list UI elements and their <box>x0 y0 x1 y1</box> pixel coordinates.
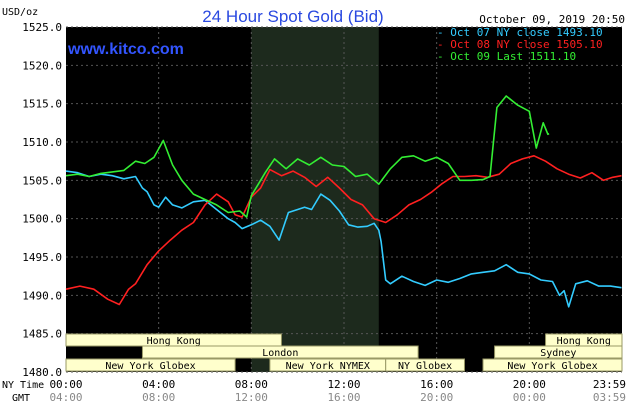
y-tick-label: 1525.0 <box>22 21 62 34</box>
x-tick-label-gmt: 03:59 <box>593 391 626 404</box>
session-label: NY Globex <box>398 361 452 372</box>
x-tick-label-gmt: 08:00 <box>142 391 175 404</box>
nymex-highlight-window <box>251 27 379 372</box>
chart-title: 24 Hour Spot Gold (Bid) <box>202 7 383 26</box>
session-label: London <box>262 348 298 359</box>
y-tick-label: 1515.0 <box>22 98 62 111</box>
legend-entry-3: - Oct 09 Last 1511.10 <box>437 50 576 63</box>
gmt-label: GMT <box>12 393 30 404</box>
y-tick-label: 1500.0 <box>22 213 62 226</box>
chart-datetime: October 09, 2019 20:50 <box>479 13 625 26</box>
x-tick-label-ny: 16:00 <box>420 378 453 391</box>
legend-entry-2: - Oct 08 NY close 1505.10 <box>437 38 603 51</box>
x-tick-label-gmt: 16:00 <box>327 391 360 404</box>
session-bar <box>494 345 623 359</box>
x-tick-label-gmt: 04:00 <box>49 391 82 404</box>
session-bar <box>141 345 419 359</box>
y-tick-label: 1485.0 <box>22 328 62 341</box>
x-tick-label-ny: 00:00 <box>49 378 82 391</box>
x-tick-label-gmt: 12:00 <box>235 391 268 404</box>
x-tick-label-gmt: 20:00 <box>420 391 453 404</box>
y-tick-label: 1480.0 <box>22 366 62 379</box>
ny-time-label: NY Time <box>2 380 44 391</box>
series-line-1 <box>65 170 622 308</box>
y-tick-label: 1520.0 <box>22 59 62 72</box>
x-tick-label-gmt: 00:00 <box>513 391 546 404</box>
watermark-kitco: www.kitco.com <box>67 41 184 58</box>
y-tick-label: 1510.0 <box>22 136 62 149</box>
x-tick-label-ny: 23:59 <box>593 378 626 391</box>
session-label: Hong Kong <box>147 336 201 347</box>
x-tick-label-ny: 04:00 <box>142 378 175 391</box>
session-label: Sydney <box>540 348 576 359</box>
x-tick-label-ny: 12:00 <box>327 378 360 391</box>
session-label: New York Globex <box>507 361 597 372</box>
session-bar <box>65 358 236 372</box>
session-bar <box>482 358 623 372</box>
x-tick-label-ny: 08:00 <box>235 378 268 391</box>
y-tick-label: 1490.0 <box>22 289 62 302</box>
session-label: New York Globex <box>105 361 195 372</box>
y-unit-label: USD/oz <box>2 7 38 18</box>
x-tick-label-ny: 20:00 <box>513 378 546 391</box>
session-label: New York NYMEX <box>286 361 370 372</box>
session-bar <box>385 358 465 372</box>
y-tick-label: 1495.0 <box>22 251 62 264</box>
y-tick-label: 1505.0 <box>22 174 62 187</box>
session-label: Hong Kong <box>557 336 611 347</box>
series-line-3 <box>65 95 550 218</box>
series-line-2 <box>65 155 622 306</box>
legend-entry-1: - Oct 07 NY close 1493.10 <box>437 26 603 39</box>
